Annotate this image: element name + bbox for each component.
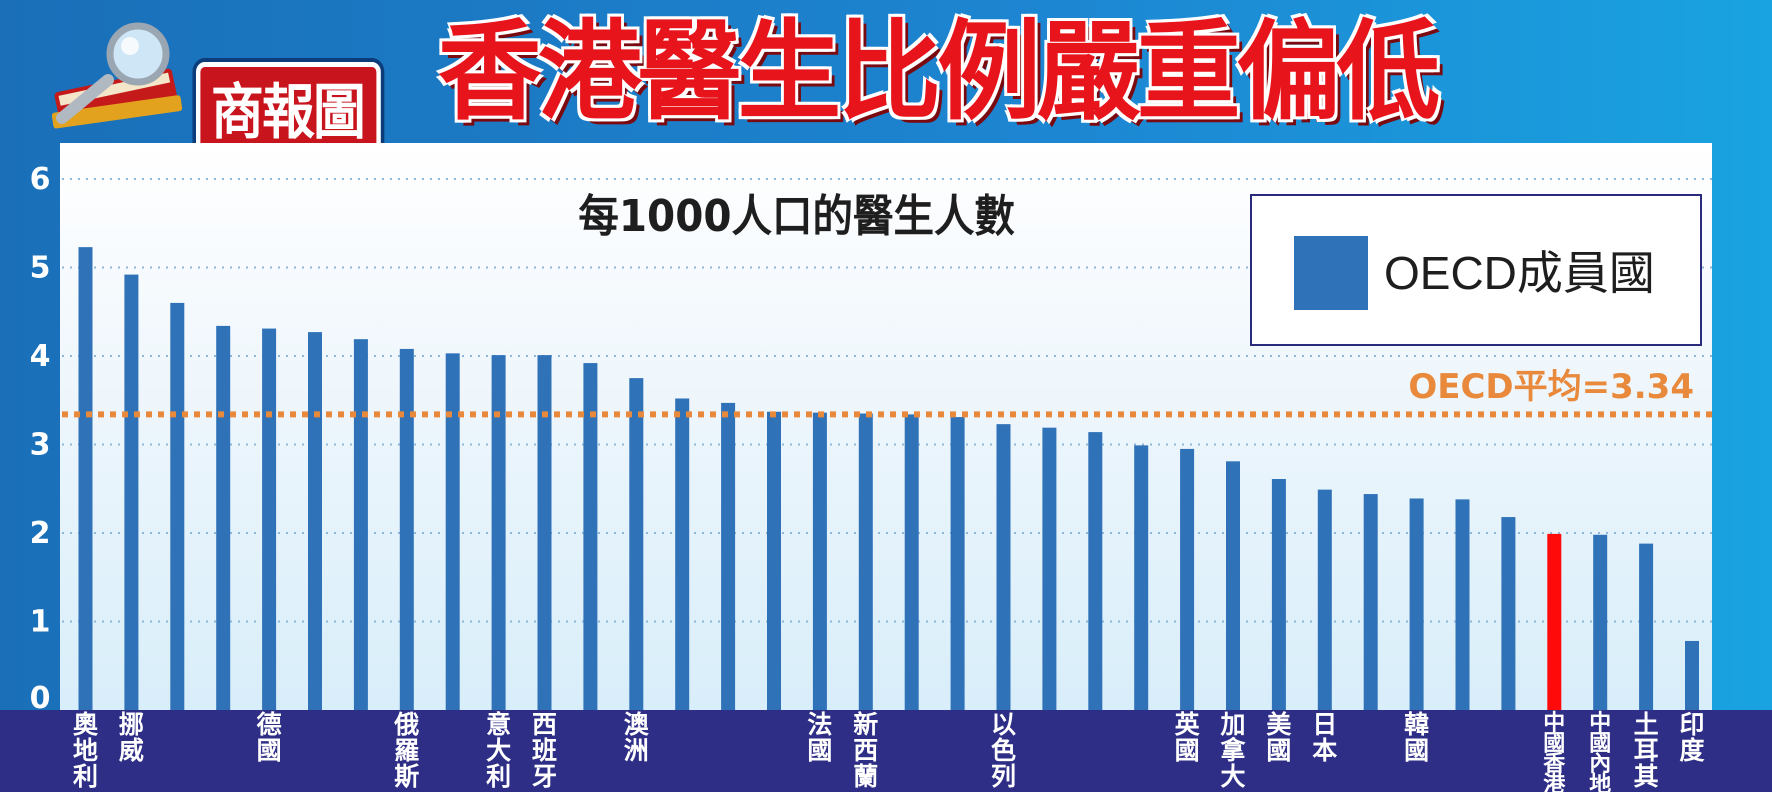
- legend: OECD成員國: [1250, 194, 1702, 346]
- bar: [1593, 534, 1608, 710]
- bar: [216, 325, 231, 710]
- bar: [491, 355, 506, 710]
- bar: [399, 348, 414, 710]
- x-tick-label: 中國香港: [1543, 711, 1566, 792]
- x-tick-label: 土耳其: [1634, 710, 1659, 791]
- y-tick-label: 1: [30, 605, 51, 640]
- bar: [308, 332, 322, 710]
- bar: [353, 339, 368, 710]
- y-tick-label: 3: [30, 428, 51, 463]
- bar-highlight: [1547, 533, 1562, 710]
- y-tick-label: 2: [30, 516, 51, 551]
- x-tick-label: 奧地利: [73, 710, 99, 791]
- x-tick-label: 韓國: [1404, 710, 1429, 765]
- bar: [124, 274, 139, 710]
- x-tick-label: 日本: [1312, 710, 1337, 765]
- bar: [1042, 427, 1057, 710]
- y-axis: 0 1 2 3 4 5 6: [30, 162, 51, 716]
- x-tick-label: 以色列: [991, 710, 1016, 791]
- x-tick-label: 新西蘭: [853, 710, 878, 791]
- y-tick-label: 5: [30, 251, 51, 286]
- x-tick-label: 西班牙: [532, 710, 557, 791]
- average-label: OECD平均=3.34: [1408, 367, 1694, 407]
- x-tick-label: 中國內地: [1589, 711, 1611, 792]
- category-label-strip: [0, 710, 1772, 792]
- x-tick-label: 英國: [1175, 710, 1201, 765]
- x-tick-label: 挪威: [119, 710, 144, 765]
- bars: [78, 247, 1699, 710]
- bar: [1363, 494, 1378, 710]
- x-tick-label: 加拿大: [1219, 710, 1246, 791]
- y-tick-label: 0: [30, 681, 51, 716]
- bar: [767, 411, 781, 710]
- x-tick-label: 澳洲: [624, 710, 650, 765]
- bar: [675, 398, 690, 710]
- bar: [996, 424, 1011, 710]
- bar: [583, 363, 598, 710]
- bar: [812, 412, 827, 710]
- legend-swatch: [1294, 236, 1368, 310]
- bar: [1317, 489, 1332, 710]
- bar: [445, 353, 460, 710]
- x-tick-label: 法國: [807, 710, 832, 765]
- headline: 香港醫生比例嚴重偏低: [438, 10, 1440, 135]
- bar: [1180, 448, 1195, 710]
- bar: [1088, 432, 1103, 710]
- bar: [1501, 517, 1516, 710]
- bar: [170, 302, 185, 710]
- bar: [950, 417, 965, 710]
- magnifier-book-icon: [51, 22, 183, 129]
- bar: [721, 402, 736, 710]
- bar: [1685, 640, 1699, 710]
- chart-title: 每1000人口的醫生人數: [578, 191, 1015, 242]
- x-tick-label: 德國: [257, 710, 282, 765]
- bar: [1639, 543, 1654, 710]
- gridlines: [62, 178, 1712, 623]
- bar: [904, 414, 919, 710]
- bar: [78, 247, 93, 710]
- bar: [1409, 498, 1424, 710]
- bar: [1226, 461, 1240, 710]
- bar: [1455, 499, 1470, 710]
- y-tick-label: 6: [30, 162, 51, 197]
- bar: [537, 355, 552, 710]
- x-tick-label: 意大利: [486, 710, 511, 791]
- bar: [858, 413, 873, 710]
- x-tick-label: 印度: [1679, 710, 1704, 765]
- legend-label: OECD成員國: [1384, 247, 1655, 299]
- bar: [1271, 479, 1286, 710]
- x-tick-label: 美國: [1266, 710, 1291, 765]
- x-tick-label: 俄羅斯: [393, 710, 419, 791]
- bar: [629, 378, 644, 710]
- y-tick-label: 4: [30, 339, 51, 374]
- bar: [262, 328, 277, 710]
- bar: [1134, 445, 1149, 710]
